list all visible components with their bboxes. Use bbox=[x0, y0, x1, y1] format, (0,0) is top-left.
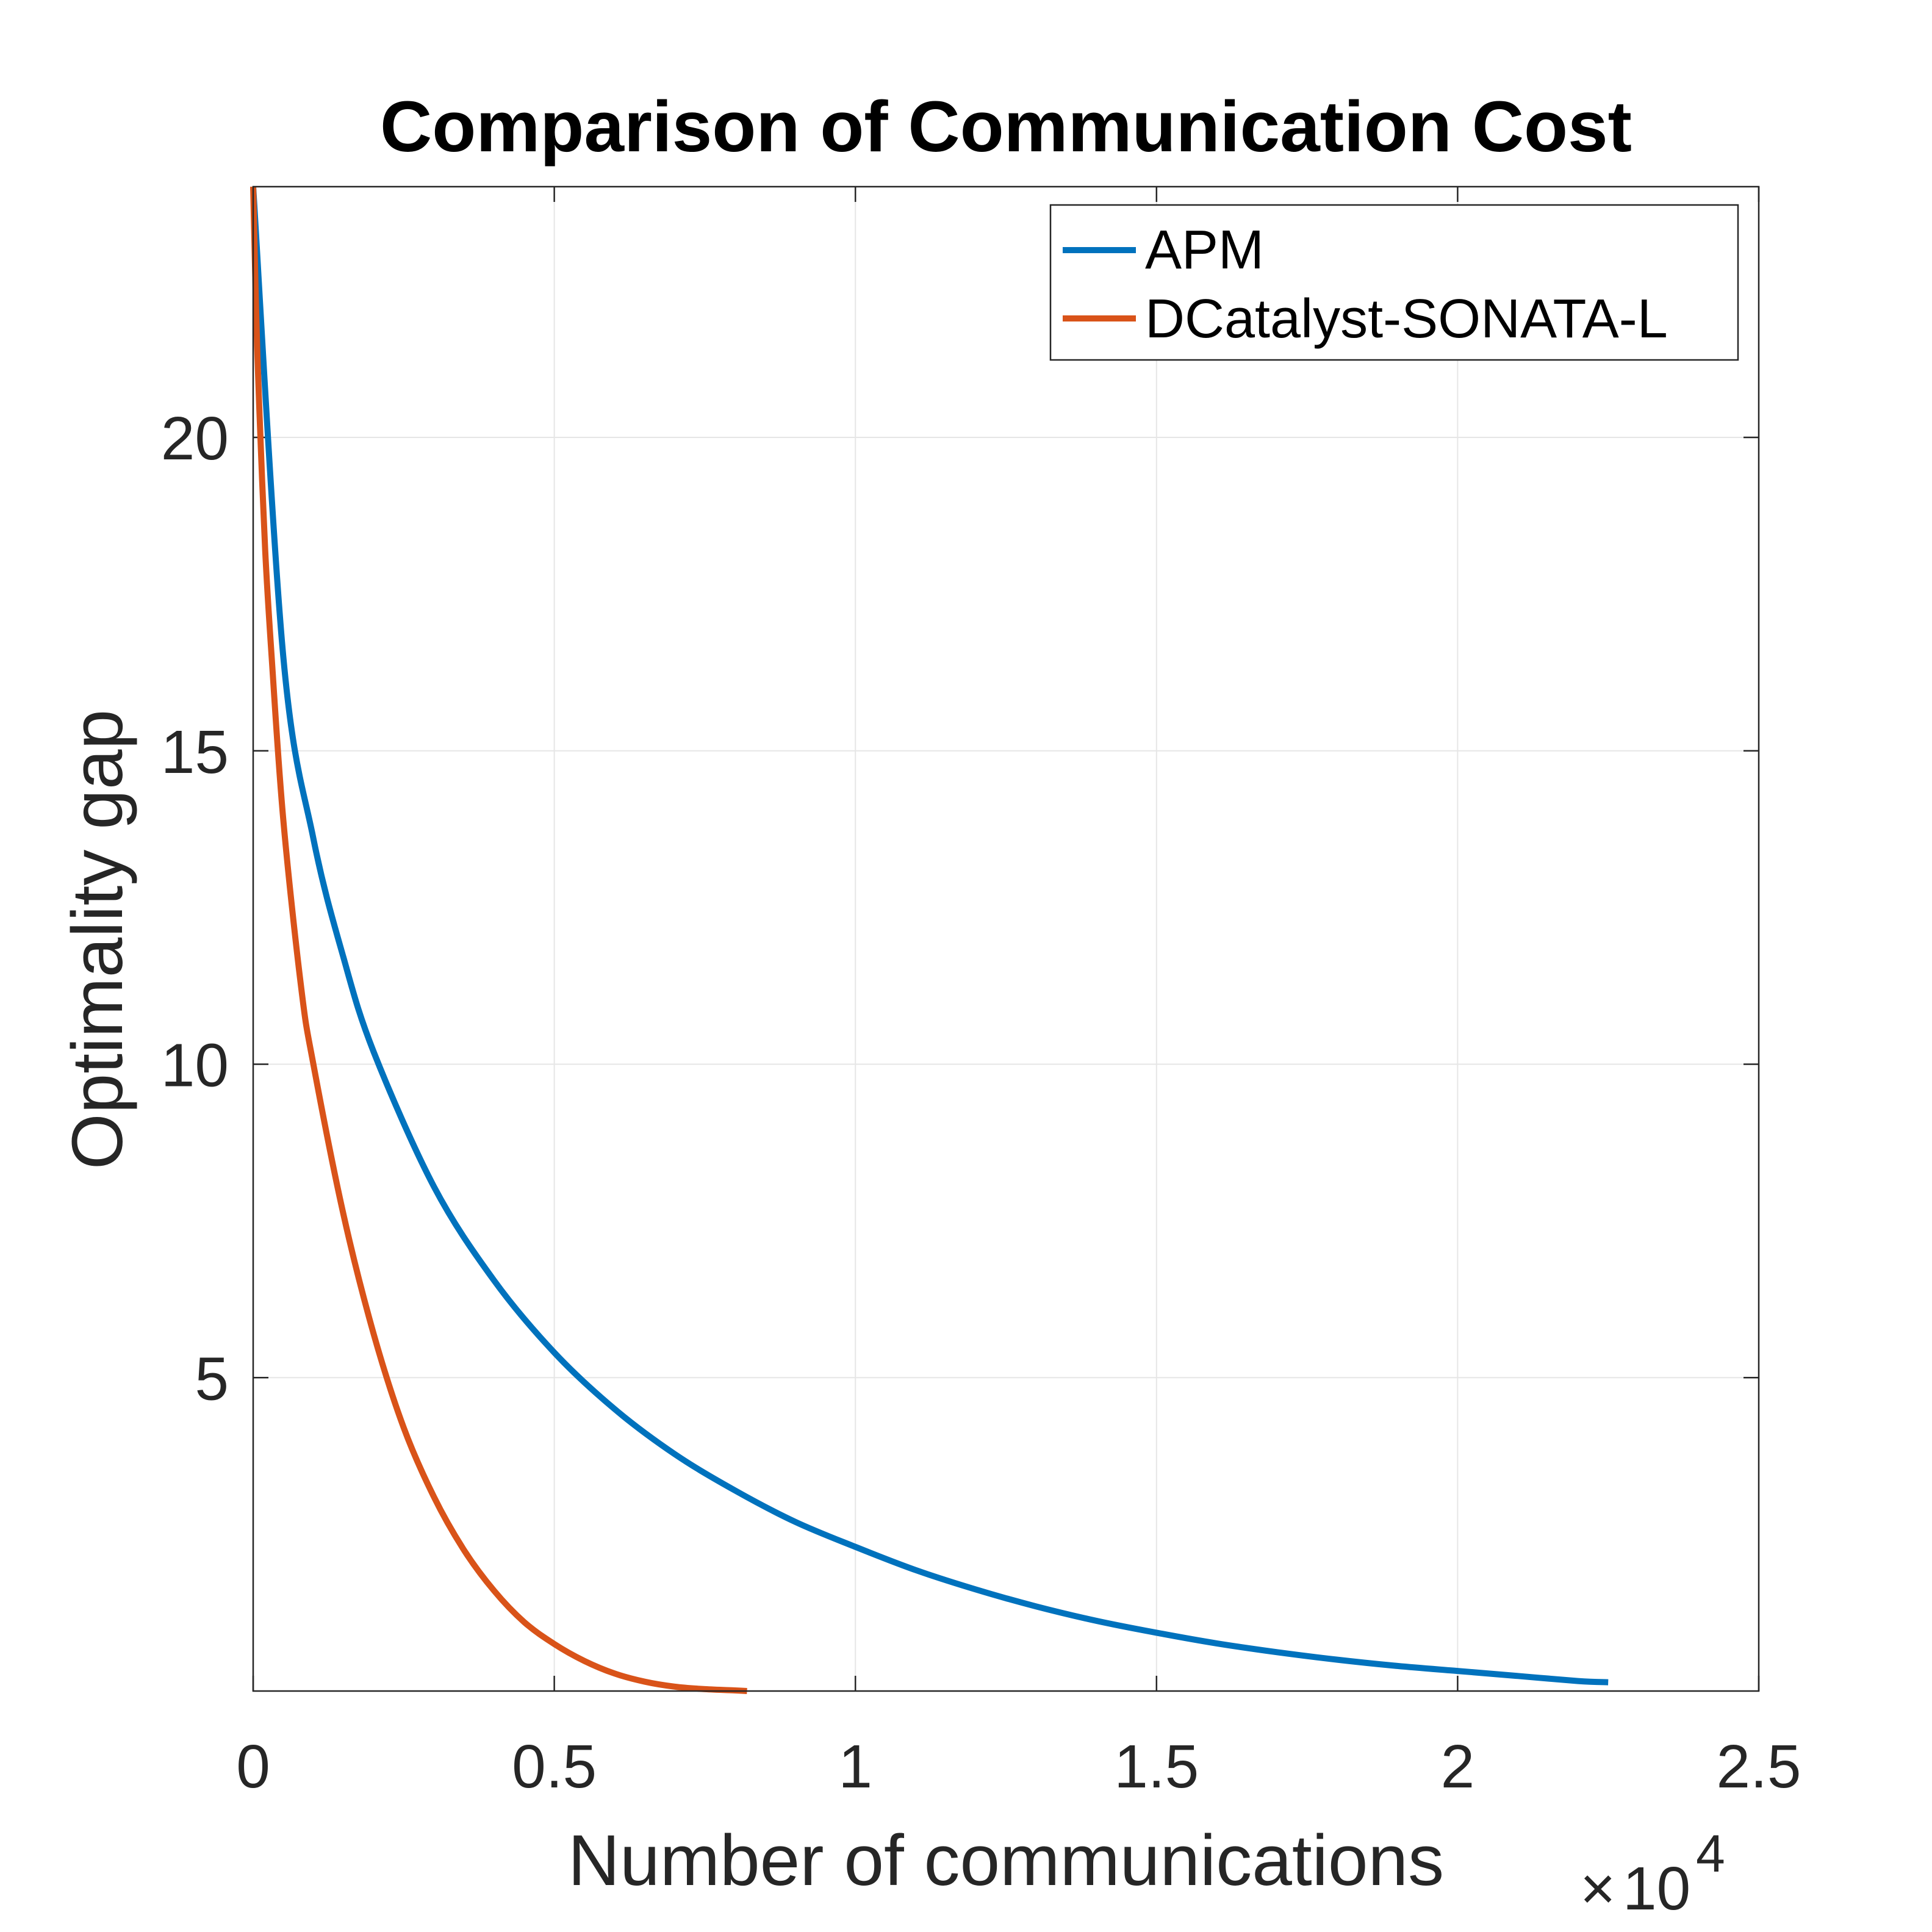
legend-label-apm: APM bbox=[1145, 220, 1264, 281]
x-tick-label: 1 bbox=[838, 1733, 872, 1801]
series-lines bbox=[250, 186, 1609, 1694]
legend-box bbox=[1049, 204, 1739, 361]
y-axis-label: Optimality gap bbox=[57, 709, 138, 1169]
axes-box bbox=[252, 185, 1760, 1692]
y-tick-label: 20 bbox=[161, 404, 229, 473]
legend-label-dcatalyst: DCatalyst-SONATA-L bbox=[1145, 289, 1668, 350]
x-axis-exponent: × 10 4 bbox=[1580, 1825, 1725, 1923]
x-exponent-base: 10 bbox=[1623, 1855, 1690, 1923]
x-tick-label: 1.5 bbox=[1114, 1733, 1199, 1801]
legend: APM DCatalyst-SONATA-L bbox=[1049, 204, 1739, 361]
x-tick-label: 0 bbox=[236, 1733, 270, 1801]
x-tick-label: 0.5 bbox=[512, 1733, 597, 1801]
x-tick-labels: 0 0.5 1 1.5 2 2.5 bbox=[236, 1733, 1801, 1801]
series-line-dcatalyst-sonata-l bbox=[250, 186, 747, 1694]
series-line-apm bbox=[250, 186, 1609, 1686]
y-tick-label: 5 bbox=[195, 1345, 229, 1413]
x-axis-label: Number of communications bbox=[568, 1820, 1444, 1901]
y-tick-label: 15 bbox=[161, 718, 229, 786]
x-exponent-power: 4 bbox=[1696, 1825, 1725, 1883]
chart-title: Comparison of Communication Cost bbox=[380, 87, 1632, 167]
x-tick-label: 2.5 bbox=[1716, 1733, 1801, 1801]
y-tick-label: 10 bbox=[161, 1032, 229, 1100]
y-tick-labels: 5 10 15 20 bbox=[161, 404, 229, 1413]
x-tick-label: 2 bbox=[1441, 1733, 1475, 1801]
plot-area bbox=[253, 187, 1759, 1691]
x-exponent-times: × bbox=[1580, 1855, 1615, 1923]
